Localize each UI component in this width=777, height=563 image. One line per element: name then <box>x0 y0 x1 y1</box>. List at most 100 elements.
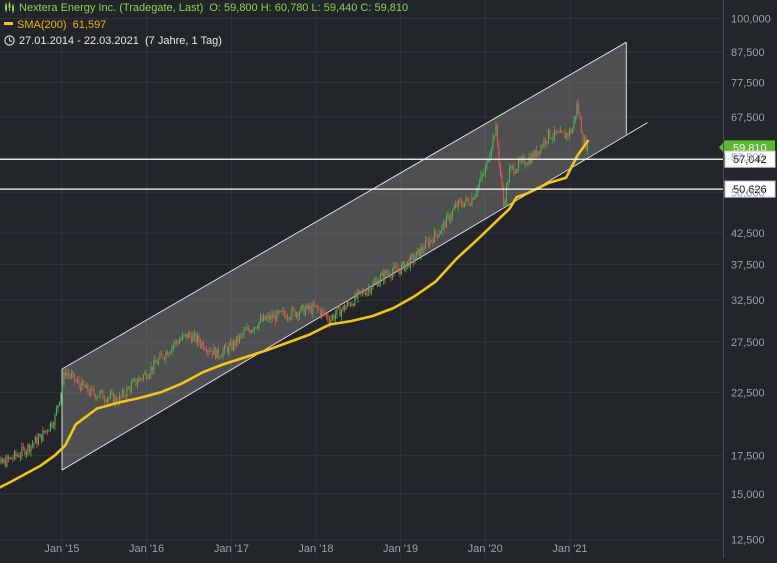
candle-body <box>287 318 288 319</box>
candle-body <box>408 261 409 267</box>
candle-body <box>87 385 88 393</box>
candle-body <box>522 157 523 158</box>
sma-line-icon <box>4 22 13 25</box>
candle-body <box>62 384 63 392</box>
candle-body <box>135 379 136 385</box>
candle-body <box>401 265 402 274</box>
candle-body <box>377 281 378 287</box>
candlestick-icon <box>4 2 15 13</box>
candle-body <box>15 452 16 456</box>
candle-body <box>243 331 244 335</box>
candle-body <box>413 255 414 261</box>
y-tick-label: 17,500 <box>731 450 765 462</box>
candle-body <box>218 348 219 356</box>
candle-body <box>386 271 387 274</box>
candle-body <box>147 377 148 379</box>
candle-body <box>198 336 199 342</box>
candle-body <box>54 415 55 426</box>
candle-body <box>108 397 109 398</box>
candle-body <box>441 226 442 232</box>
y-tick-label: 42,500 <box>731 228 765 240</box>
candle-body <box>354 294 355 306</box>
candle-body <box>153 360 154 371</box>
candle-body <box>290 317 291 319</box>
candle-body <box>398 270 399 271</box>
candle-body <box>102 391 103 399</box>
candle-body <box>14 452 15 459</box>
candle-body <box>105 400 106 402</box>
candle-body <box>195 333 196 342</box>
candle-body <box>237 336 238 342</box>
candle-body <box>206 350 207 352</box>
candle-body <box>554 130 555 138</box>
candle-body <box>329 320 330 323</box>
candle-body <box>27 445 28 452</box>
candle-body <box>221 357 222 358</box>
y-tick-label: 57,500 <box>731 152 765 164</box>
candle-body <box>450 217 451 221</box>
candle-body <box>96 397 97 399</box>
candle-body <box>314 304 315 307</box>
candle-body <box>422 247 423 250</box>
candle-body <box>59 402 60 406</box>
candle-body <box>393 266 394 272</box>
candle-body <box>513 166 514 173</box>
candle-body <box>158 359 159 364</box>
candle-body <box>288 318 289 319</box>
candle-body <box>560 131 561 133</box>
candle-body <box>51 423 52 427</box>
y-tick-label: 77,500 <box>731 77 765 89</box>
candle-body <box>452 211 453 217</box>
candle-body <box>573 119 574 129</box>
candle-body <box>194 333 195 335</box>
candle-body <box>344 306 345 310</box>
candle-body <box>464 203 465 208</box>
candle-body <box>251 331 252 333</box>
candle-body <box>233 341 234 350</box>
candle-body <box>542 145 543 146</box>
candle-body <box>483 174 484 175</box>
candle-body <box>468 200 469 204</box>
y-tick-label: 22,500 <box>731 387 765 399</box>
candle-body <box>261 318 262 321</box>
candle-body <box>582 134 583 144</box>
candle-body <box>99 392 100 396</box>
candle-body <box>350 303 351 305</box>
candle-body <box>3 459 4 462</box>
candle-body <box>471 198 472 206</box>
candle-body <box>434 231 435 243</box>
candle-body <box>38 437 39 444</box>
candle-body <box>395 266 396 267</box>
y-tick-label: 12,500 <box>731 535 765 547</box>
candle-body <box>0 459 1 463</box>
candle-body <box>149 375 150 378</box>
candle-body <box>375 281 376 282</box>
candle-body <box>81 381 82 390</box>
candle-body <box>533 154 534 159</box>
candle-body <box>224 345 225 350</box>
candle-body <box>45 430 46 432</box>
candle-body <box>315 305 316 306</box>
candle-body <box>486 160 487 167</box>
candle-body <box>300 306 301 312</box>
candle-body <box>41 434 42 441</box>
candle-body <box>204 349 205 350</box>
candle-body <box>504 202 505 204</box>
candle-body <box>438 234 439 237</box>
candle-body <box>212 351 213 355</box>
candle-body <box>203 342 204 349</box>
candle-body <box>530 157 531 163</box>
candle-body <box>392 272 393 278</box>
candle-body <box>122 391 123 397</box>
candle-body <box>183 335 184 336</box>
candle-body <box>144 373 145 375</box>
candle-body <box>120 396 121 397</box>
candle-body <box>378 282 379 286</box>
candle-body <box>185 334 186 335</box>
candle-body <box>272 315 273 318</box>
candle-body <box>267 316 268 318</box>
candle-body <box>347 302 348 306</box>
candle-body <box>320 310 321 316</box>
